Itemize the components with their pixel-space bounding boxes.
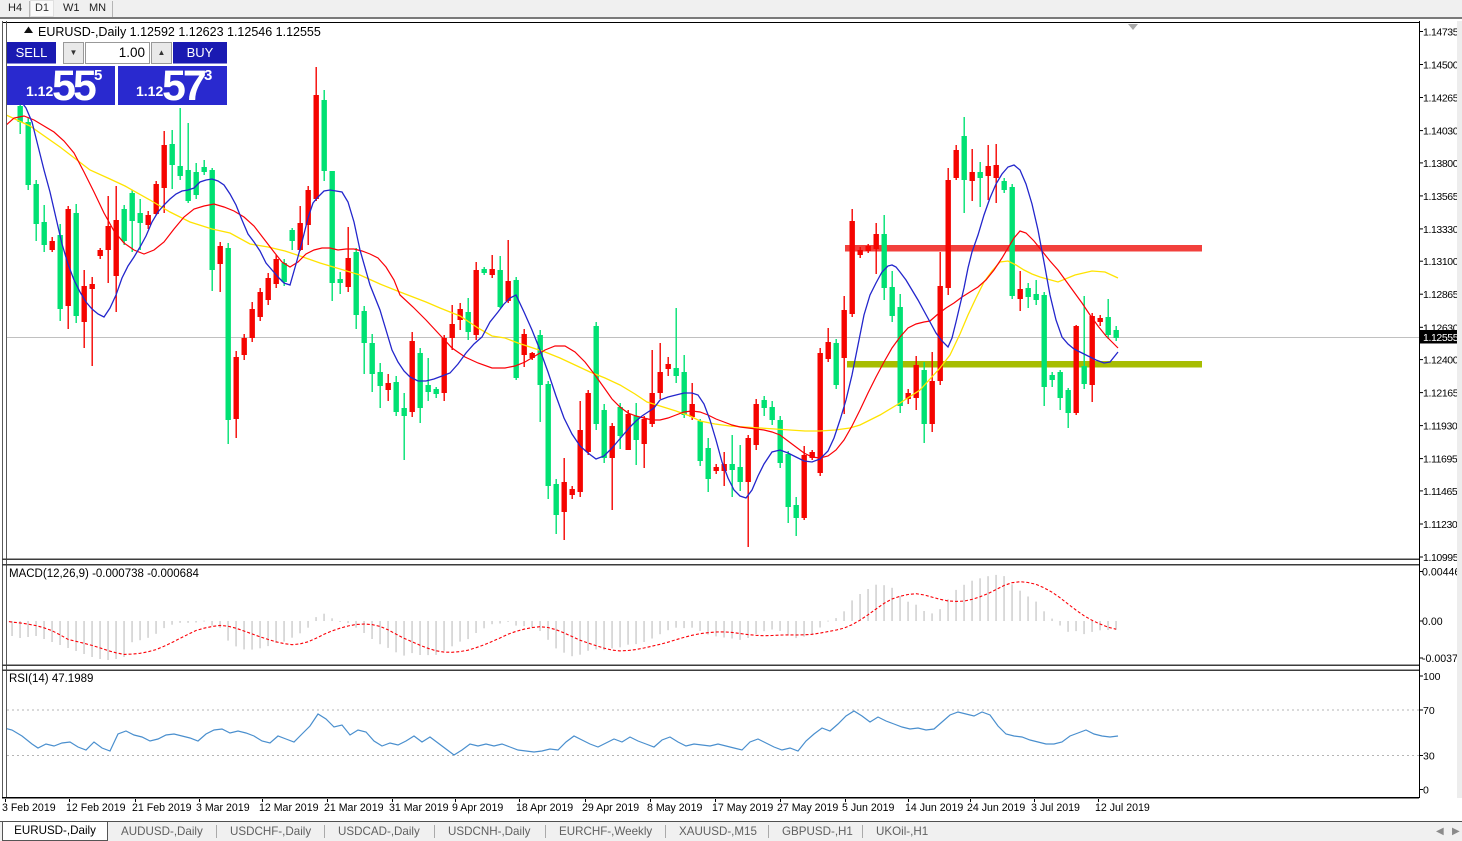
svg-text:12 Jul 2019: 12 Jul 2019 bbox=[1095, 802, 1150, 814]
svg-text:5 Jun 2019: 5 Jun 2019 bbox=[842, 802, 895, 814]
svg-text:3 Mar 2019: 3 Mar 2019 bbox=[196, 802, 250, 814]
svg-text:1.12165: 1.12165 bbox=[1423, 388, 1459, 400]
svg-text:1.12555: 1.12555 bbox=[1423, 332, 1459, 344]
svg-text:31 Mar 2019: 31 Mar 2019 bbox=[389, 802, 449, 814]
svg-text:100: 100 bbox=[1423, 671, 1441, 683]
svg-text:1.14265: 1.14265 bbox=[1423, 93, 1459, 105]
svg-text:0: 0 bbox=[1423, 785, 1429, 797]
svg-text:12 Feb 2019: 12 Feb 2019 bbox=[66, 802, 126, 814]
svg-text:1.11465: 1.11465 bbox=[1423, 486, 1458, 498]
svg-text:1.10995: 1.10995 bbox=[1423, 552, 1459, 564]
svg-text:18 Apr 2019: 18 Apr 2019 bbox=[516, 802, 573, 814]
svg-text:1.14030: 1.14030 bbox=[1423, 126, 1459, 138]
svg-text:3 Jul 2019: 3 Jul 2019 bbox=[1031, 802, 1080, 814]
svg-text:12 Mar 2019: 12 Mar 2019 bbox=[259, 802, 319, 814]
svg-text:RSI(14) 47.1989: RSI(14) 47.1989 bbox=[9, 673, 93, 685]
svg-text:1.13100: 1.13100 bbox=[1423, 256, 1459, 268]
svg-text:8 May 2019: 8 May 2019 bbox=[647, 802, 702, 814]
svg-text:1.14735: 1.14735 bbox=[1423, 27, 1459, 39]
svg-text:0.004465: 0.004465 bbox=[1422, 567, 1462, 579]
svg-text:1.13800: 1.13800 bbox=[1423, 158, 1459, 170]
svg-text:17 May 2019: 17 May 2019 bbox=[712, 802, 773, 814]
svg-text:1.11930: 1.11930 bbox=[1423, 421, 1458, 433]
svg-text:1.13330: 1.13330 bbox=[1423, 224, 1459, 236]
svg-text:70: 70 bbox=[1423, 705, 1435, 717]
svg-text:27 May 2019: 27 May 2019 bbox=[777, 802, 838, 814]
svg-text:0.00: 0.00 bbox=[1422, 616, 1443, 628]
svg-text:21 Feb 2019: 21 Feb 2019 bbox=[132, 802, 192, 814]
svg-text:3 Feb 2019: 3 Feb 2019 bbox=[2, 802, 56, 814]
svg-text:EURUSD-,Daily 1.12592 1.12623: EURUSD-,Daily 1.12592 1.12623 1.12546 1.… bbox=[38, 25, 321, 39]
svg-text:24 Jun 2019: 24 Jun 2019 bbox=[967, 802, 1025, 814]
svg-text:1.12865: 1.12865 bbox=[1423, 289, 1459, 301]
svg-text:9 Apr 2019: 9 Apr 2019 bbox=[452, 802, 503, 814]
svg-text:29 Apr 2019: 29 Apr 2019 bbox=[582, 802, 639, 814]
svg-text:1.14500: 1.14500 bbox=[1423, 60, 1459, 72]
svg-text:1.11695: 1.11695 bbox=[1423, 454, 1458, 466]
svg-text:1.13565: 1.13565 bbox=[1423, 191, 1459, 203]
svg-text:30: 30 bbox=[1423, 751, 1435, 763]
svg-text:21 Mar 2019: 21 Mar 2019 bbox=[324, 802, 384, 814]
svg-text:-0.003715: -0.003715 bbox=[1422, 653, 1462, 665]
svg-text:1.12400: 1.12400 bbox=[1423, 355, 1459, 367]
svg-text:MACD(12,26,9) -0.000738 -0.000: MACD(12,26,9) -0.000738 -0.000684 bbox=[9, 568, 199, 580]
svg-text:1.11230: 1.11230 bbox=[1423, 519, 1458, 531]
svg-text:14 Jun 2019: 14 Jun 2019 bbox=[905, 802, 963, 814]
